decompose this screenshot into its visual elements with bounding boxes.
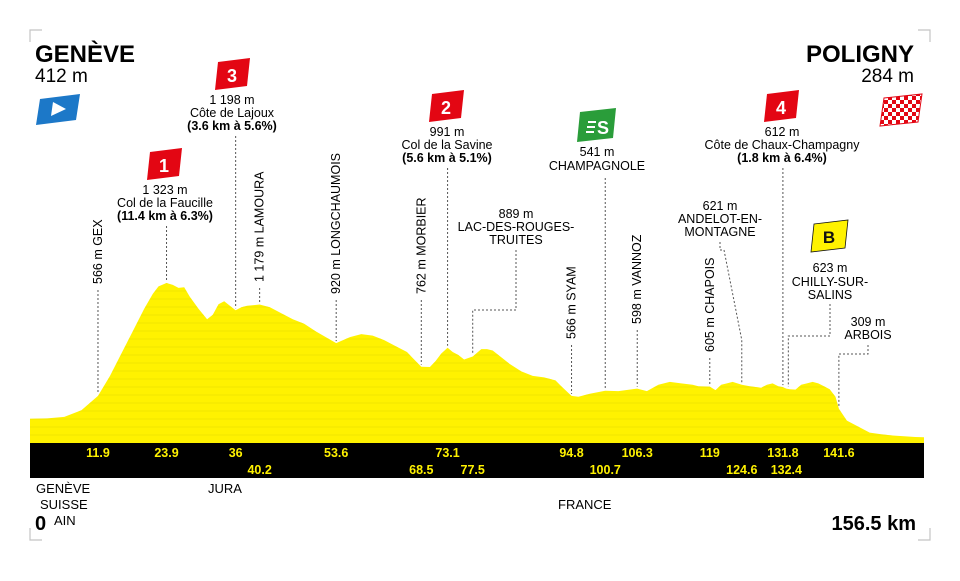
km-band-bar (30, 443, 924, 478)
climb-badge-icon: 2 (429, 90, 464, 122)
town-name-line: TRUITES (489, 233, 542, 247)
climb-detail: (1.8 km à 6.4%) (737, 151, 827, 165)
place-label: 1 179 m LAMOURA (253, 171, 267, 282)
place-label: 598 m VANNOZ (630, 234, 644, 324)
km-label: 36 (229, 446, 243, 460)
climb-badge-icon: 3 (215, 58, 250, 90)
km-label: 40.2 (247, 463, 271, 477)
km-label: 106.3 (622, 446, 653, 460)
km-label: 53.6 (324, 446, 348, 460)
region-geneve: GENÈVE (36, 481, 91, 496)
place-label: 566 m SYAM (565, 266, 579, 339)
frame-corner-tr (918, 29, 931, 42)
climb-name: Col de la Savine (401, 138, 492, 152)
climb-name: Côte de Chaux-Champagny (705, 138, 861, 152)
climb-altitude: 612 m (765, 125, 800, 139)
climb-detail: (5.6 km à 5.1%) (402, 151, 492, 165)
km-label: 141.6 (823, 446, 854, 460)
km-label: 132.4 (771, 463, 802, 477)
sprint-name: CHAMPAGNOLE (549, 159, 645, 173)
bonus-town-line: SALINS (808, 288, 852, 302)
climb-badge-icon: 4 (764, 90, 799, 122)
place-label: 566 m GEX (91, 219, 105, 284)
start-name: GENÈVE (35, 40, 135, 68)
climb-altitude: 1 323 m (142, 183, 187, 197)
climb-altitude: 991 m (430, 125, 465, 139)
climb-badge-shape (147, 148, 182, 180)
town-name-line: LAC-DES-ROUGES- (458, 220, 575, 234)
finish-name: POLIGNY (806, 41, 914, 68)
bonus-altitude: 623 m (813, 261, 848, 275)
region-france: FRANCE (558, 497, 612, 512)
climb-badge-shape (764, 90, 799, 122)
km-label: 119 (700, 446, 720, 460)
sprint-altitude: 541 m (580, 145, 615, 159)
frame-corner-tl (29, 29, 42, 42)
km-label: 73.1 (435, 446, 459, 460)
marker-lines (97, 136, 869, 407)
town-altitude: 889 m (499, 207, 534, 221)
km-label: 124.6 (726, 463, 757, 477)
start-altitude: 412 m (35, 66, 88, 87)
climb-altitude: 1 198 m (209, 93, 254, 107)
km-label: 94.8 (559, 446, 583, 460)
town-name-line: ANDELOT-EN- (678, 212, 762, 226)
bonus-badge-shape (810, 219, 849, 253)
km-band: 11.9 23.9 3640.253.668.573.177.594.8100.71… (30, 443, 924, 478)
place-label: 762 m MORBIER (414, 197, 428, 294)
marker-line (787, 304, 831, 387)
climb-category: 1 (159, 156, 169, 176)
start-km: 0 (35, 513, 46, 535)
climb-detail: (11.4 km à 6.3%) (117, 209, 213, 223)
sprint-letter: S (597, 118, 609, 138)
marker-line (472, 250, 517, 355)
km-label: 131.8 (767, 446, 798, 460)
sprint-badge-icon: S (577, 108, 616, 142)
marker-line (719, 242, 743, 383)
climb-name: Col de la Faucille (117, 196, 213, 210)
bonus-town-line: CHILLY-SUR- (792, 275, 868, 289)
climb-badge-icon: 1 (147, 148, 182, 180)
town-altitude: 621 m (703, 199, 738, 213)
region-jura: JURA (208, 481, 242, 496)
frame-corner-bl (29, 528, 42, 541)
town-name-line: MONTAGNE (684, 225, 755, 239)
climb-badge-shape (429, 90, 464, 122)
marker-line (838, 345, 869, 407)
town-altitude: 309 m (851, 315, 886, 329)
place-label: 920 m LONGCHAUMOIS (329, 153, 343, 294)
town-name-line: ARBOIS (844, 328, 891, 342)
km-label: 100.7 (590, 463, 621, 477)
sprint-badge-shape (577, 108, 616, 142)
bonus-letter: B (823, 228, 835, 247)
climb-category: 4 (776, 98, 786, 118)
frame-corner-br (918, 528, 931, 541)
km-label: 11.9 (86, 446, 110, 460)
climb-badge-shape (215, 58, 250, 90)
finish-flag-icon (879, 93, 923, 127)
region-suisse: SUISSE (40, 497, 88, 512)
sprint-lines (586, 121, 596, 133)
bonus-badge-icon: B (810, 219, 849, 253)
place-label: 605 m CHAPOIS (703, 258, 717, 352)
km-label: 77.5 (461, 463, 485, 477)
climb-category: 3 (227, 66, 237, 86)
region-ain: AIN (54, 513, 76, 528)
finish-km: 156.5 km (831, 513, 916, 535)
start-flag-icon (36, 94, 80, 125)
climb-category: 2 (441, 98, 451, 118)
climb-detail: (3.6 km à 5.6%) (187, 119, 277, 133)
profile-area (30, 283, 924, 443)
climb-name: Côte de Lajoux (190, 106, 275, 120)
km-label: 68.5 (409, 463, 433, 477)
km-label: 23.9 (154, 446, 178, 460)
finish-altitude: 284 m (861, 66, 914, 87)
